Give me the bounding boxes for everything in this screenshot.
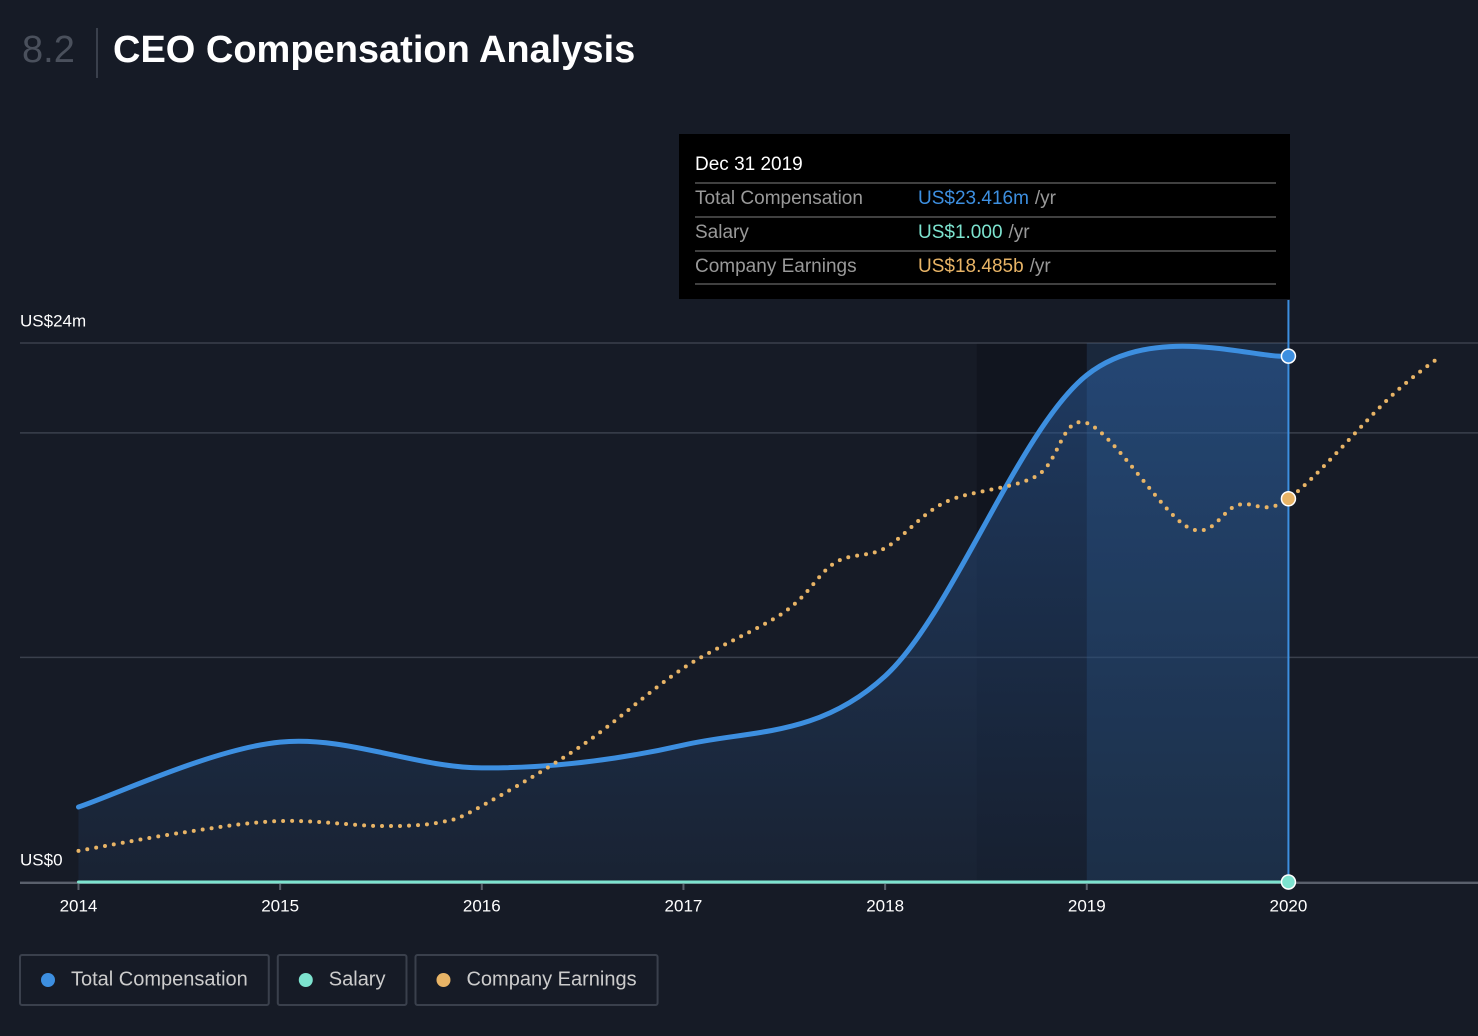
legend-label: Salary — [329, 968, 386, 990]
legend: Total Compensation Salary Company Earnings — [19, 954, 659, 1006]
tooltip-unit: /yr — [1009, 222, 1031, 243]
tooltip-value: US$18.485b/yr — [918, 256, 1051, 277]
tooltip-label: Total Compensation — [695, 188, 863, 209]
x-tick-label: 2014 — [60, 896, 98, 915]
legend-dot — [298, 973, 313, 987]
legend-box[interactable] — [19, 954, 270, 1006]
tooltip-label: Salary — [695, 222, 749, 243]
tooltip-date: Dec 31 2019 — [695, 154, 803, 175]
y-tick-label: US$0 — [20, 850, 63, 869]
highlight-band — [1086, 343, 1289, 882]
x-tick-label: 2020 — [1270, 896, 1308, 915]
legend-item[interactable]: Salary — [276, 954, 408, 1006]
tooltip-value: US$1.000/yr — [918, 222, 1030, 243]
legend-dot — [41, 973, 55, 987]
y-tick-label: US$24m — [20, 311, 86, 330]
legend-item[interactable]: Company Earnings — [414, 954, 659, 1006]
area — [78, 346, 1289, 882]
hover-dot — [1280, 348, 1297, 364]
plot: US$0 US$24m 2014 2015 2016 2017 2018 2019 2020 — [20, 300, 1478, 915]
legend-label: Company Earnings — [466, 968, 636, 990]
tooltip-unit: /yr — [1030, 256, 1052, 277]
tooltip-label: Company Earnings — [695, 256, 857, 277]
legend-dot — [436, 973, 451, 987]
tooltip-amount: US$23.416m — [918, 188, 1029, 209]
tooltip-amount: US$1.000 — [918, 222, 1003, 243]
x-tick-label: 2017 — [665, 896, 703, 915]
tooltip-amount: US$18.485b — [918, 256, 1024, 277]
legend-item[interactable]: Total Compensation — [19, 954, 270, 1006]
series-line — [75, 343, 1291, 810]
section-number: 8.2 — [22, 29, 75, 71]
legend-box[interactable] — [414, 954, 659, 1006]
title: CEO Compensation Analysis — [113, 29, 635, 71]
x-tick-label: 2019 — [1068, 896, 1106, 915]
x-tick-label: 2016 — [463, 896, 501, 915]
tooltip-unit: /yr — [1035, 188, 1057, 209]
legend-label: Total Compensation — [71, 968, 248, 990]
tooltip-value: US$23.416m/yr — [918, 188, 1057, 209]
hover-dot — [1280, 874, 1297, 890]
x-tick-label: 2015 — [261, 896, 299, 915]
legend-box[interactable] — [276, 954, 408, 1006]
hover-dot — [1280, 491, 1297, 507]
x-tick-label: 2018 — [866, 896, 904, 915]
